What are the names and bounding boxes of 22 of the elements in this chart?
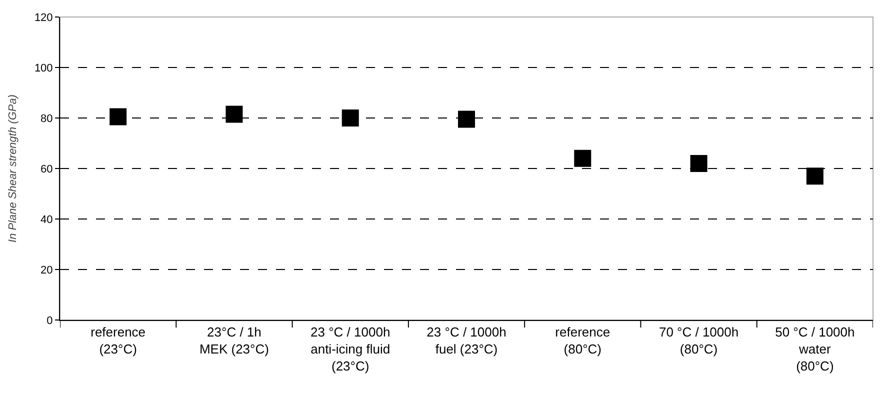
y-axis-title: In Plane Shear strength (GPa)	[7, 94, 20, 242]
point	[458, 110, 475, 128]
x-tick-label: 23°C / 1h MEK (23°C)	[199, 324, 269, 356]
x-tick-label: 70 °C / 1000h (80°C)	[658, 324, 739, 356]
point	[690, 154, 708, 172]
y-tick-label: 80	[40, 112, 53, 125]
x-tick-label: 23 °C / 1000h anti-icing fluid (23°C)	[310, 324, 390, 374]
point	[342, 110, 359, 126]
y-tick-label: 0	[46, 314, 53, 327]
x-tick-label: 50 °C / 1000h water (80°C)	[775, 324, 855, 374]
x-tick-label: 23 °C / 1000h fuel (23°C)	[426, 324, 506, 356]
y-tick-label: 120	[34, 12, 53, 24]
point	[574, 150, 592, 167]
x-tick-label: reference (80°C)	[555, 324, 610, 356]
y-tick-label: 40	[40, 214, 53, 226]
point	[110, 108, 127, 126]
x-tick-label: reference (23°C)	[90, 324, 146, 356]
y-tick-label: 60	[40, 163, 53, 176]
y-tick-label: 100	[34, 62, 53, 74]
point	[226, 106, 243, 123]
point	[806, 168, 824, 185]
y-tick-label: 20	[40, 264, 53, 276]
